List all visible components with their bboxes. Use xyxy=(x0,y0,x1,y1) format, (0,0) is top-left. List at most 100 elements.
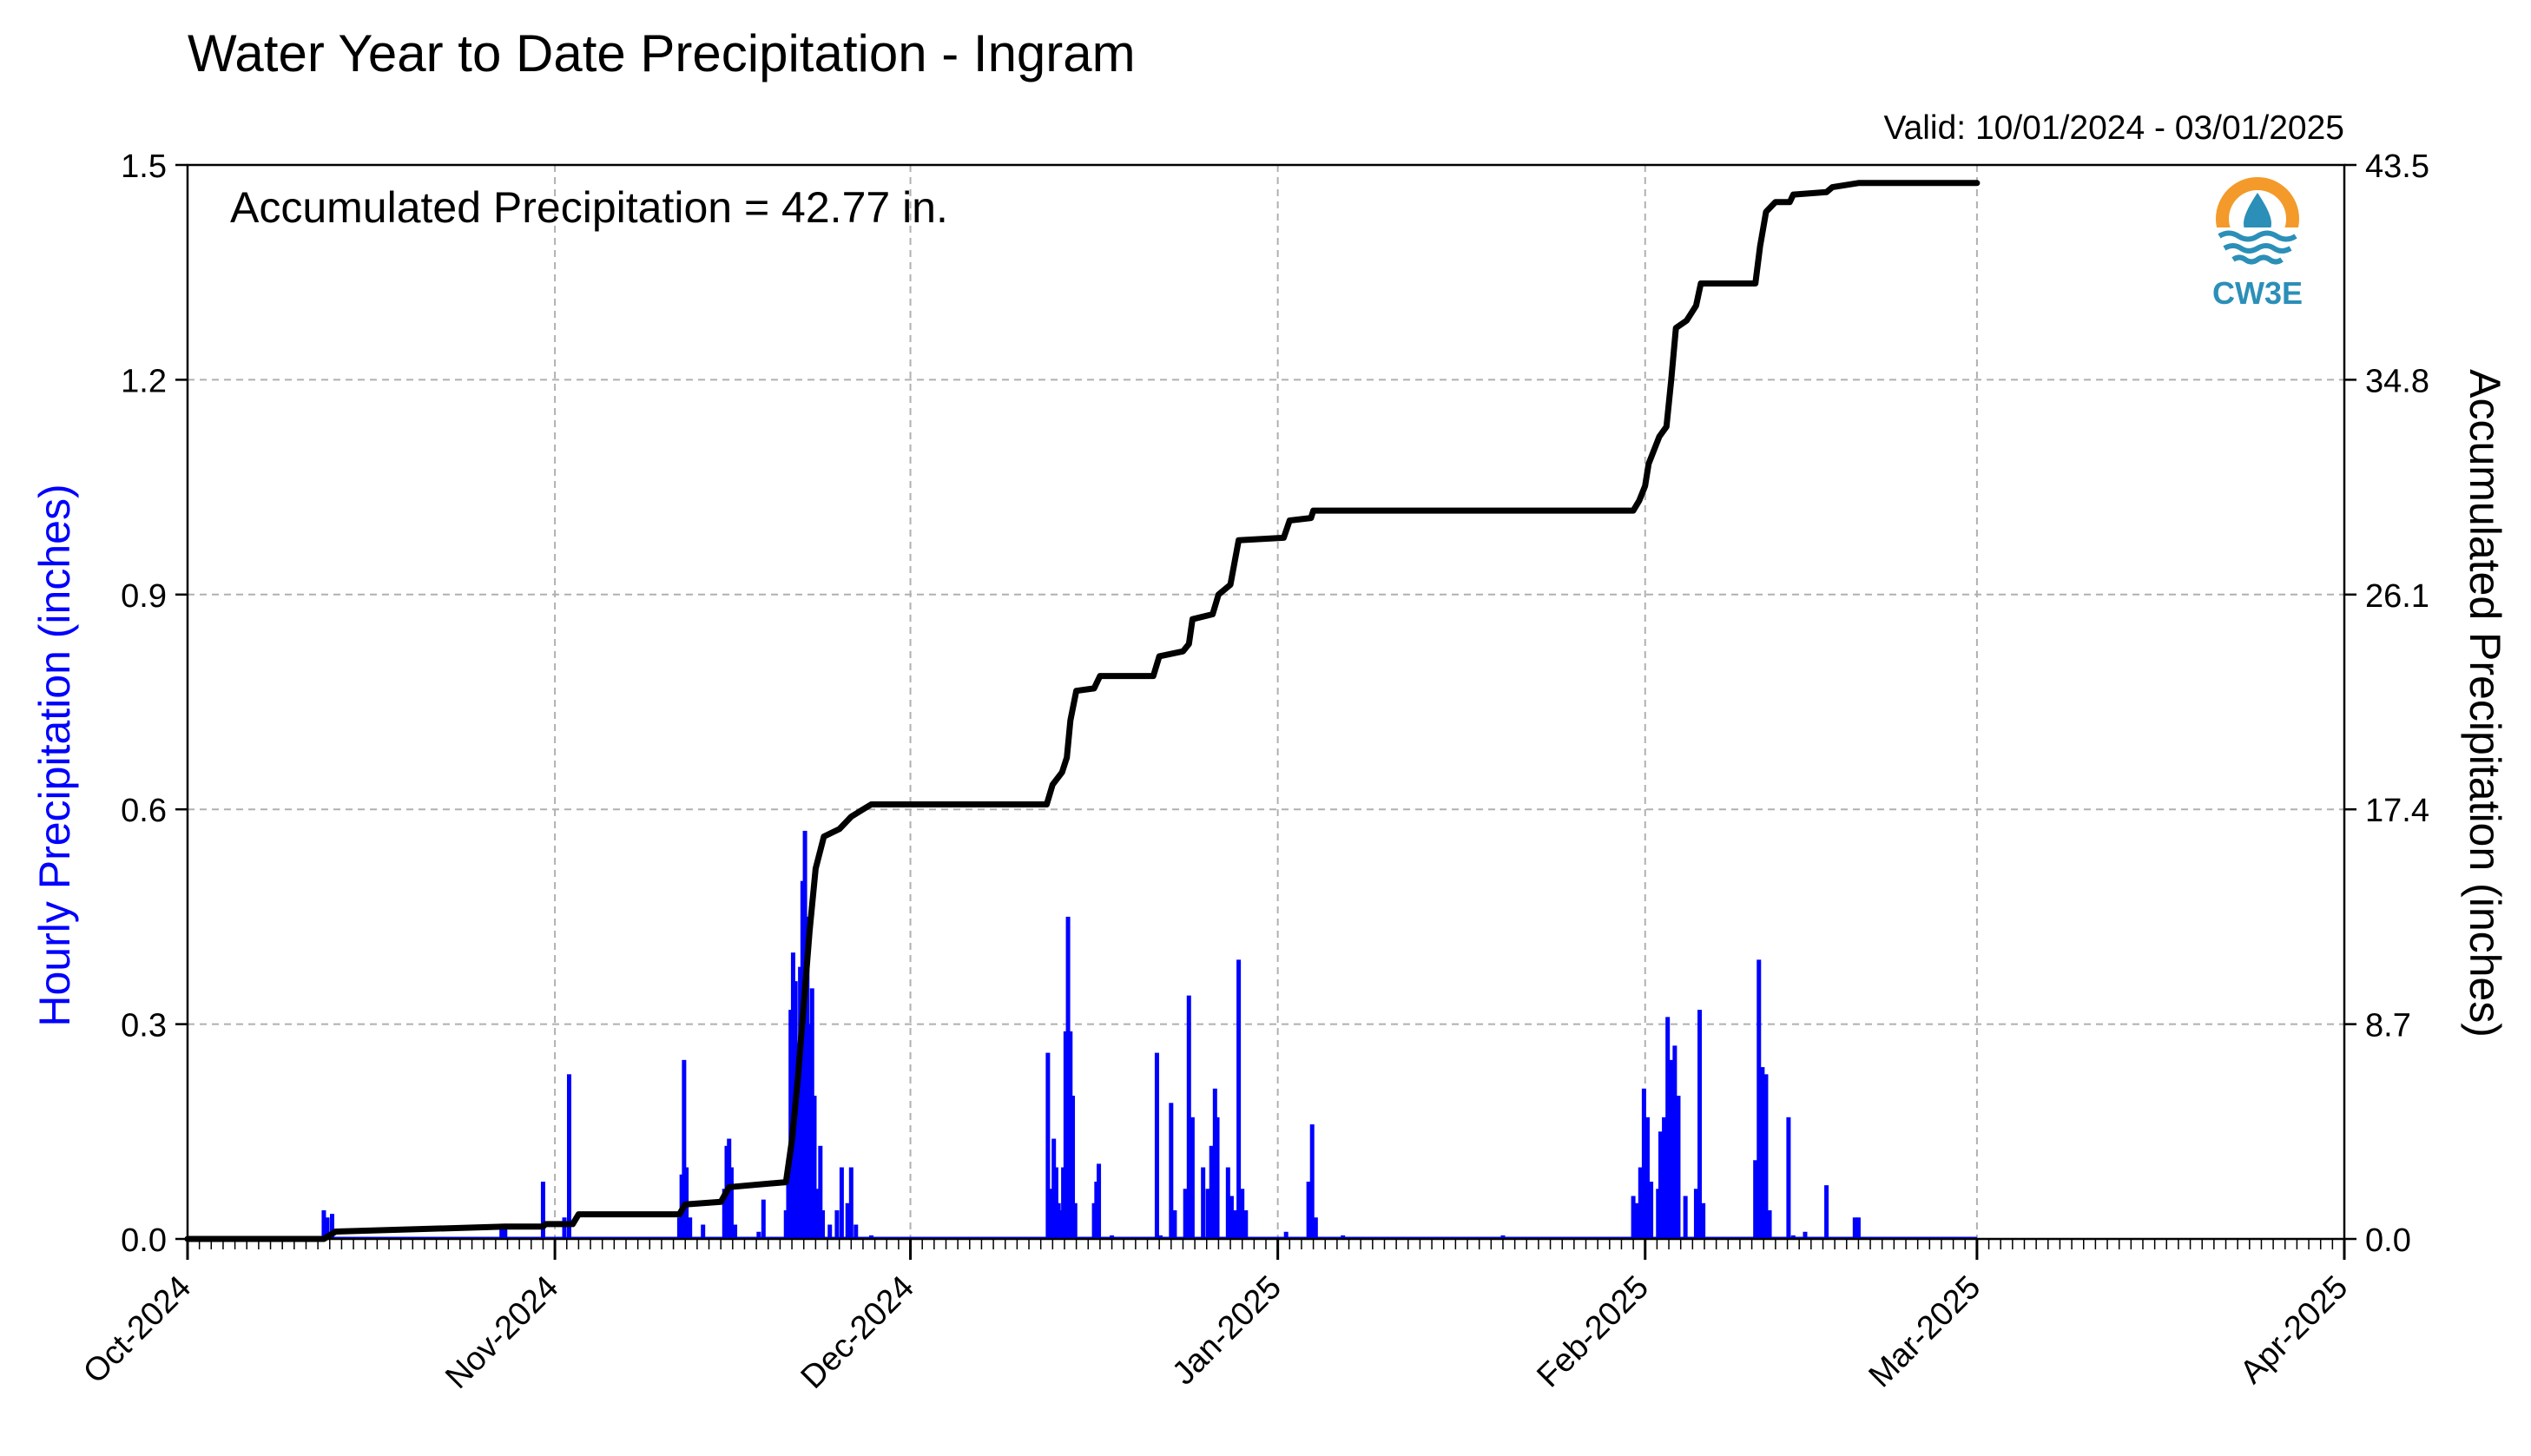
x-tick-label: Feb-2025 xyxy=(1530,1269,1656,1395)
x-tick-label: Apr-2025 xyxy=(2233,1269,2355,1391)
hourly-bar xyxy=(1097,1163,1102,1239)
logo-wave-3 xyxy=(2231,254,2284,265)
hourly-bar xyxy=(1341,1235,1346,1239)
logo-wave-2 xyxy=(2223,243,2292,254)
hourly-bar xyxy=(805,916,810,1239)
hourly-bar xyxy=(1190,1117,1195,1239)
chart-title: Water Year to Date Precipitation - Ingra… xyxy=(188,24,1136,82)
hourly-bar xyxy=(834,1210,840,1239)
hourly-bar xyxy=(1693,1189,1698,1239)
hourly-bar xyxy=(1683,1196,1688,1239)
hourly-bar xyxy=(790,952,795,1239)
hourly-bar xyxy=(1229,1196,1234,1239)
hourly-bar xyxy=(1669,1059,1674,1239)
hourly-bar xyxy=(818,1145,823,1239)
y-left-tick-label: 1.2 xyxy=(121,363,167,399)
hourly-bar xyxy=(1309,1124,1315,1239)
hourly-bar xyxy=(1201,1167,1206,1239)
hourly-bar xyxy=(1053,1167,1058,1239)
hourly-bar xyxy=(325,1217,330,1239)
hourly-bar xyxy=(1767,1210,1772,1239)
x-tick-label: Jan-2025 xyxy=(1165,1269,1289,1393)
hourly-bar xyxy=(1063,1031,1068,1239)
hourly-bar xyxy=(756,1231,761,1239)
hourly-bar xyxy=(807,1024,813,1239)
hourly-bar xyxy=(812,1096,817,1239)
hourly-bar xyxy=(1701,1202,1706,1239)
hourly-bar xyxy=(1855,1217,1861,1239)
hourly-bar xyxy=(1658,1131,1663,1239)
hourly-bar xyxy=(1665,1017,1671,1239)
hourly-bar xyxy=(1641,1088,1646,1239)
hourly-bar xyxy=(688,1217,693,1239)
hourly-bar xyxy=(1500,1235,1506,1239)
hourly-bar xyxy=(1110,1235,1115,1239)
y-left-tick-label: 1.5 xyxy=(121,148,167,185)
y-right-axis-label: Accumulated Precipitation (inches) xyxy=(2461,369,2509,1038)
hourly-bar xyxy=(1672,1045,1677,1239)
hourly-bar xyxy=(1803,1231,1808,1239)
y-right-tick-label: 17.4 xyxy=(2365,793,2429,829)
hourly-bar xyxy=(540,1182,545,1239)
hourly-bar xyxy=(1209,1145,1214,1239)
hourly-bar xyxy=(566,1074,571,1239)
x-tick-label: Dec-2024 xyxy=(794,1269,921,1396)
y-left-axis-label: Hourly Precipitation (inches) xyxy=(30,484,79,1026)
hourly-bar xyxy=(701,1224,706,1239)
hourly-bar xyxy=(1852,1217,1857,1239)
hourly-bar xyxy=(1753,1160,1758,1239)
hourly-bar xyxy=(562,1217,567,1239)
hourly-bar xyxy=(1172,1210,1177,1239)
accumulated-precip-line xyxy=(184,180,1981,1242)
y-right-tick-label: 26.1 xyxy=(2365,578,2429,615)
y-left-tick-label: 0.9 xyxy=(121,578,167,615)
x-tick-label: Nov-2024 xyxy=(438,1269,565,1396)
valid-date-range: Valid: 10/01/2024 - 03/01/2025 xyxy=(1883,109,2344,147)
plot-frame xyxy=(186,163,2346,1241)
hourly-bar xyxy=(1644,1117,1650,1239)
hourly-precip-bars xyxy=(188,830,1977,1240)
hourly-bar xyxy=(321,1210,326,1239)
y-right-tick-label: 0.0 xyxy=(2365,1222,2411,1259)
hourly-bar xyxy=(798,966,803,1239)
hourly-bar xyxy=(1091,1202,1097,1239)
grid-lines xyxy=(188,165,2344,1239)
hourly-bar xyxy=(1186,995,1191,1239)
hourly-bar xyxy=(1757,959,1762,1239)
hourly-bar xyxy=(1072,1202,1078,1239)
hourly-bar xyxy=(1154,1052,1159,1239)
y-right-tick-label: 43.5 xyxy=(2365,148,2429,185)
hourly-bar xyxy=(1306,1182,1311,1239)
hourly-bar xyxy=(795,1059,801,1239)
hourly-bar xyxy=(848,1167,854,1239)
hourly-bar xyxy=(814,1189,820,1239)
hourly-bar xyxy=(1662,1117,1667,1239)
hourly-bar xyxy=(1212,1088,1217,1239)
hourly-bar xyxy=(1283,1231,1289,1239)
hourly-bar xyxy=(783,1210,788,1239)
hourly-bar xyxy=(1225,1167,1230,1239)
hourly-bar xyxy=(1760,1067,1765,1239)
y-left-tick-label: 0.6 xyxy=(121,793,167,829)
hourly-bar xyxy=(676,1217,682,1239)
logo-text: CW3E xyxy=(2212,275,2303,311)
accumulated-annotation: Accumulated Precipitation = 42.77 in. xyxy=(230,183,948,232)
hourly-bar xyxy=(809,988,814,1239)
hourly-bar xyxy=(1649,1182,1654,1239)
hourly-bar xyxy=(1094,1182,1099,1239)
y-right-tick-label: 34.8 xyxy=(2365,363,2429,399)
hourly-bar xyxy=(1056,1202,1061,1239)
hourly-bar xyxy=(1158,1235,1163,1239)
hourly-bar xyxy=(1068,1031,1073,1239)
hourly-bar xyxy=(503,1224,508,1239)
hourly-bar xyxy=(1051,1138,1057,1239)
hourly-bar xyxy=(1697,1010,1703,1239)
hourly-bar xyxy=(802,830,807,1239)
x-tick-label: Oct-2024 xyxy=(76,1269,198,1391)
hourly-bar xyxy=(1048,1189,1053,1239)
logo-wave-1 xyxy=(2218,230,2297,242)
hourly-bar xyxy=(1169,1103,1174,1239)
hourly-bar xyxy=(827,1224,833,1239)
axis-ticks: 0.0 0.0 0.3 8.7 0.6 17.4 0.9 26.1 1.2 34.8 1.5 43.5… xyxy=(76,148,2429,1396)
